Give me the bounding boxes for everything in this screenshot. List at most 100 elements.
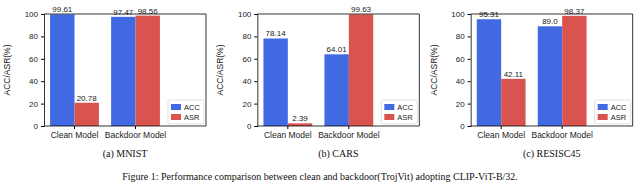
legend: ACCASR — [381, 100, 417, 124]
bar — [477, 19, 501, 126]
bars — [477, 16, 587, 126]
data-labels: 78.14 64.01 2.39 99.63 — [266, 5, 372, 123]
data-label: 97.47 — [113, 8, 134, 17]
y-axis: 0 20 40 60 80 100 — [238, 10, 258, 131]
x-tick-label: Backdoor Model — [531, 130, 593, 140]
y-tick: 20 — [242, 100, 257, 109]
y-tick: 60 — [242, 55, 257, 64]
x-tick-label: Clean Model — [264, 130, 312, 140]
data-label: 64.01 — [327, 45, 348, 54]
x-axis: Clean Model Backdoor Model — [257, 126, 419, 140]
y-axis-title: ACC/ASR(%) — [2, 44, 12, 95]
y-tick-mark — [468, 104, 471, 105]
panel: 78.14 64.01 2.39 99.63 0 20 40 60 80 100 Clean Mod… — [238, 5, 419, 140]
y-tick: 100 — [238, 10, 257, 19]
x-tick-label: Clean Model — [51, 130, 99, 140]
y-tick-mark — [254, 36, 257, 37]
y-tick: 20 — [456, 100, 471, 109]
y-tick-mark — [254, 104, 257, 105]
data-label: 20.78 — [77, 94, 98, 103]
bar — [562, 16, 586, 126]
bar — [324, 54, 348, 126]
legend-swatch — [384, 114, 394, 120]
y-axis-line — [254, 15, 258, 127]
x-tick-mark — [287, 126, 288, 129]
y-axis-title: ACC/ASR(%) — [215, 44, 225, 95]
bar — [111, 17, 135, 126]
y-tick-label: 20 — [242, 100, 251, 109]
legend: ACCASR — [168, 100, 204, 124]
y-axis-line — [468, 15, 472, 127]
y-tick-label: 0 — [247, 122, 252, 131]
x-tick: Clean Model — [51, 126, 99, 140]
legend: ACCASR — [595, 100, 631, 124]
x-tick: Backdoor Model — [105, 126, 167, 140]
y-tick: 60 — [456, 55, 471, 64]
y-tick-mark — [41, 14, 44, 15]
x-tick: Backdoor Model — [318, 126, 380, 140]
data-labels: 95.3189.042.1198.37 — [479, 7, 585, 79]
y-tick-label: 0 — [460, 122, 465, 131]
x-tick-mark — [135, 126, 136, 129]
y-tick: 80 — [29, 32, 44, 41]
x-tick-label: Clean Model — [477, 130, 525, 140]
y-tick-label: 100 — [238, 10, 252, 19]
frame — [471, 14, 633, 126]
y-tick: 80 — [456, 32, 471, 41]
y-tick-mark — [254, 81, 257, 82]
y-tick-label: 20 — [456, 100, 465, 109]
panel-title: (b) CARS — [318, 148, 358, 160]
x-tick-mark — [348, 126, 349, 129]
y-tick: 40 — [242, 77, 257, 86]
y-tick: 100 — [451, 10, 470, 19]
data-label: 98.37 — [564, 7, 585, 16]
y-tick-mark — [41, 104, 44, 105]
y-tick-label: 80 — [456, 32, 465, 41]
y-tick-mark — [254, 14, 257, 15]
bar — [501, 79, 525, 126]
legend-label: ASR — [611, 113, 627, 122]
panel: 95.3189.042.1198.37020406080100Clean Mod… — [451, 7, 632, 140]
legend-label: ASR — [184, 113, 200, 122]
panel-title: (a) MNIST — [103, 148, 148, 160]
y-tick-mark — [468, 14, 471, 15]
y-tick-label: 80 — [242, 32, 251, 41]
legend-swatch — [598, 114, 608, 120]
legend-label: ACC — [611, 103, 627, 112]
y-tick-label: 20 — [29, 100, 38, 109]
y-tick: 60 — [29, 55, 44, 64]
data-label: 99.63 — [351, 5, 372, 14]
y-tick-label: 60 — [242, 55, 251, 64]
y-tick-mark — [41, 126, 44, 127]
data-label: 78.14 — [266, 29, 287, 38]
legend-label: ACC — [184, 103, 200, 112]
y-tick-label: 60 — [29, 55, 38, 64]
data-label: 95.31 — [479, 10, 500, 19]
panel: 99.6197.4720.7898.56020406080100Clean Mo… — [25, 5, 206, 140]
y-tick-label: 100 — [451, 10, 465, 19]
x-axis-line — [44, 126, 206, 127]
bar — [349, 14, 373, 126]
x-axis: Clean Model Backdoor Model — [471, 126, 633, 140]
panel-title: (c) RESISC45 — [523, 148, 581, 160]
y-tick-label: 60 — [456, 55, 465, 64]
y-tick-mark — [41, 81, 44, 82]
y-tick: 40 — [29, 77, 44, 86]
bar — [50, 14, 74, 126]
x-tick-mark — [501, 126, 502, 129]
x-tick-mark — [74, 126, 75, 129]
y-tick-label: 40 — [242, 77, 251, 86]
y-tick-mark — [468, 81, 471, 82]
y-axis-title: ACC/ASR(%) — [429, 44, 439, 95]
bar — [263, 38, 287, 126]
legend-swatch — [384, 104, 394, 110]
x-tick-label: Backdoor Model — [105, 130, 167, 140]
y-axis: 020406080100 — [451, 10, 471, 131]
bar — [75, 103, 99, 126]
data-label: 2.39 — [292, 114, 308, 123]
frame — [44, 14, 206, 126]
x-tick-mark — [562, 126, 563, 129]
y-tick: 100 — [25, 10, 44, 19]
legend-swatch — [171, 104, 181, 110]
caption: Figure 1: Performance comparison between… — [122, 171, 518, 183]
